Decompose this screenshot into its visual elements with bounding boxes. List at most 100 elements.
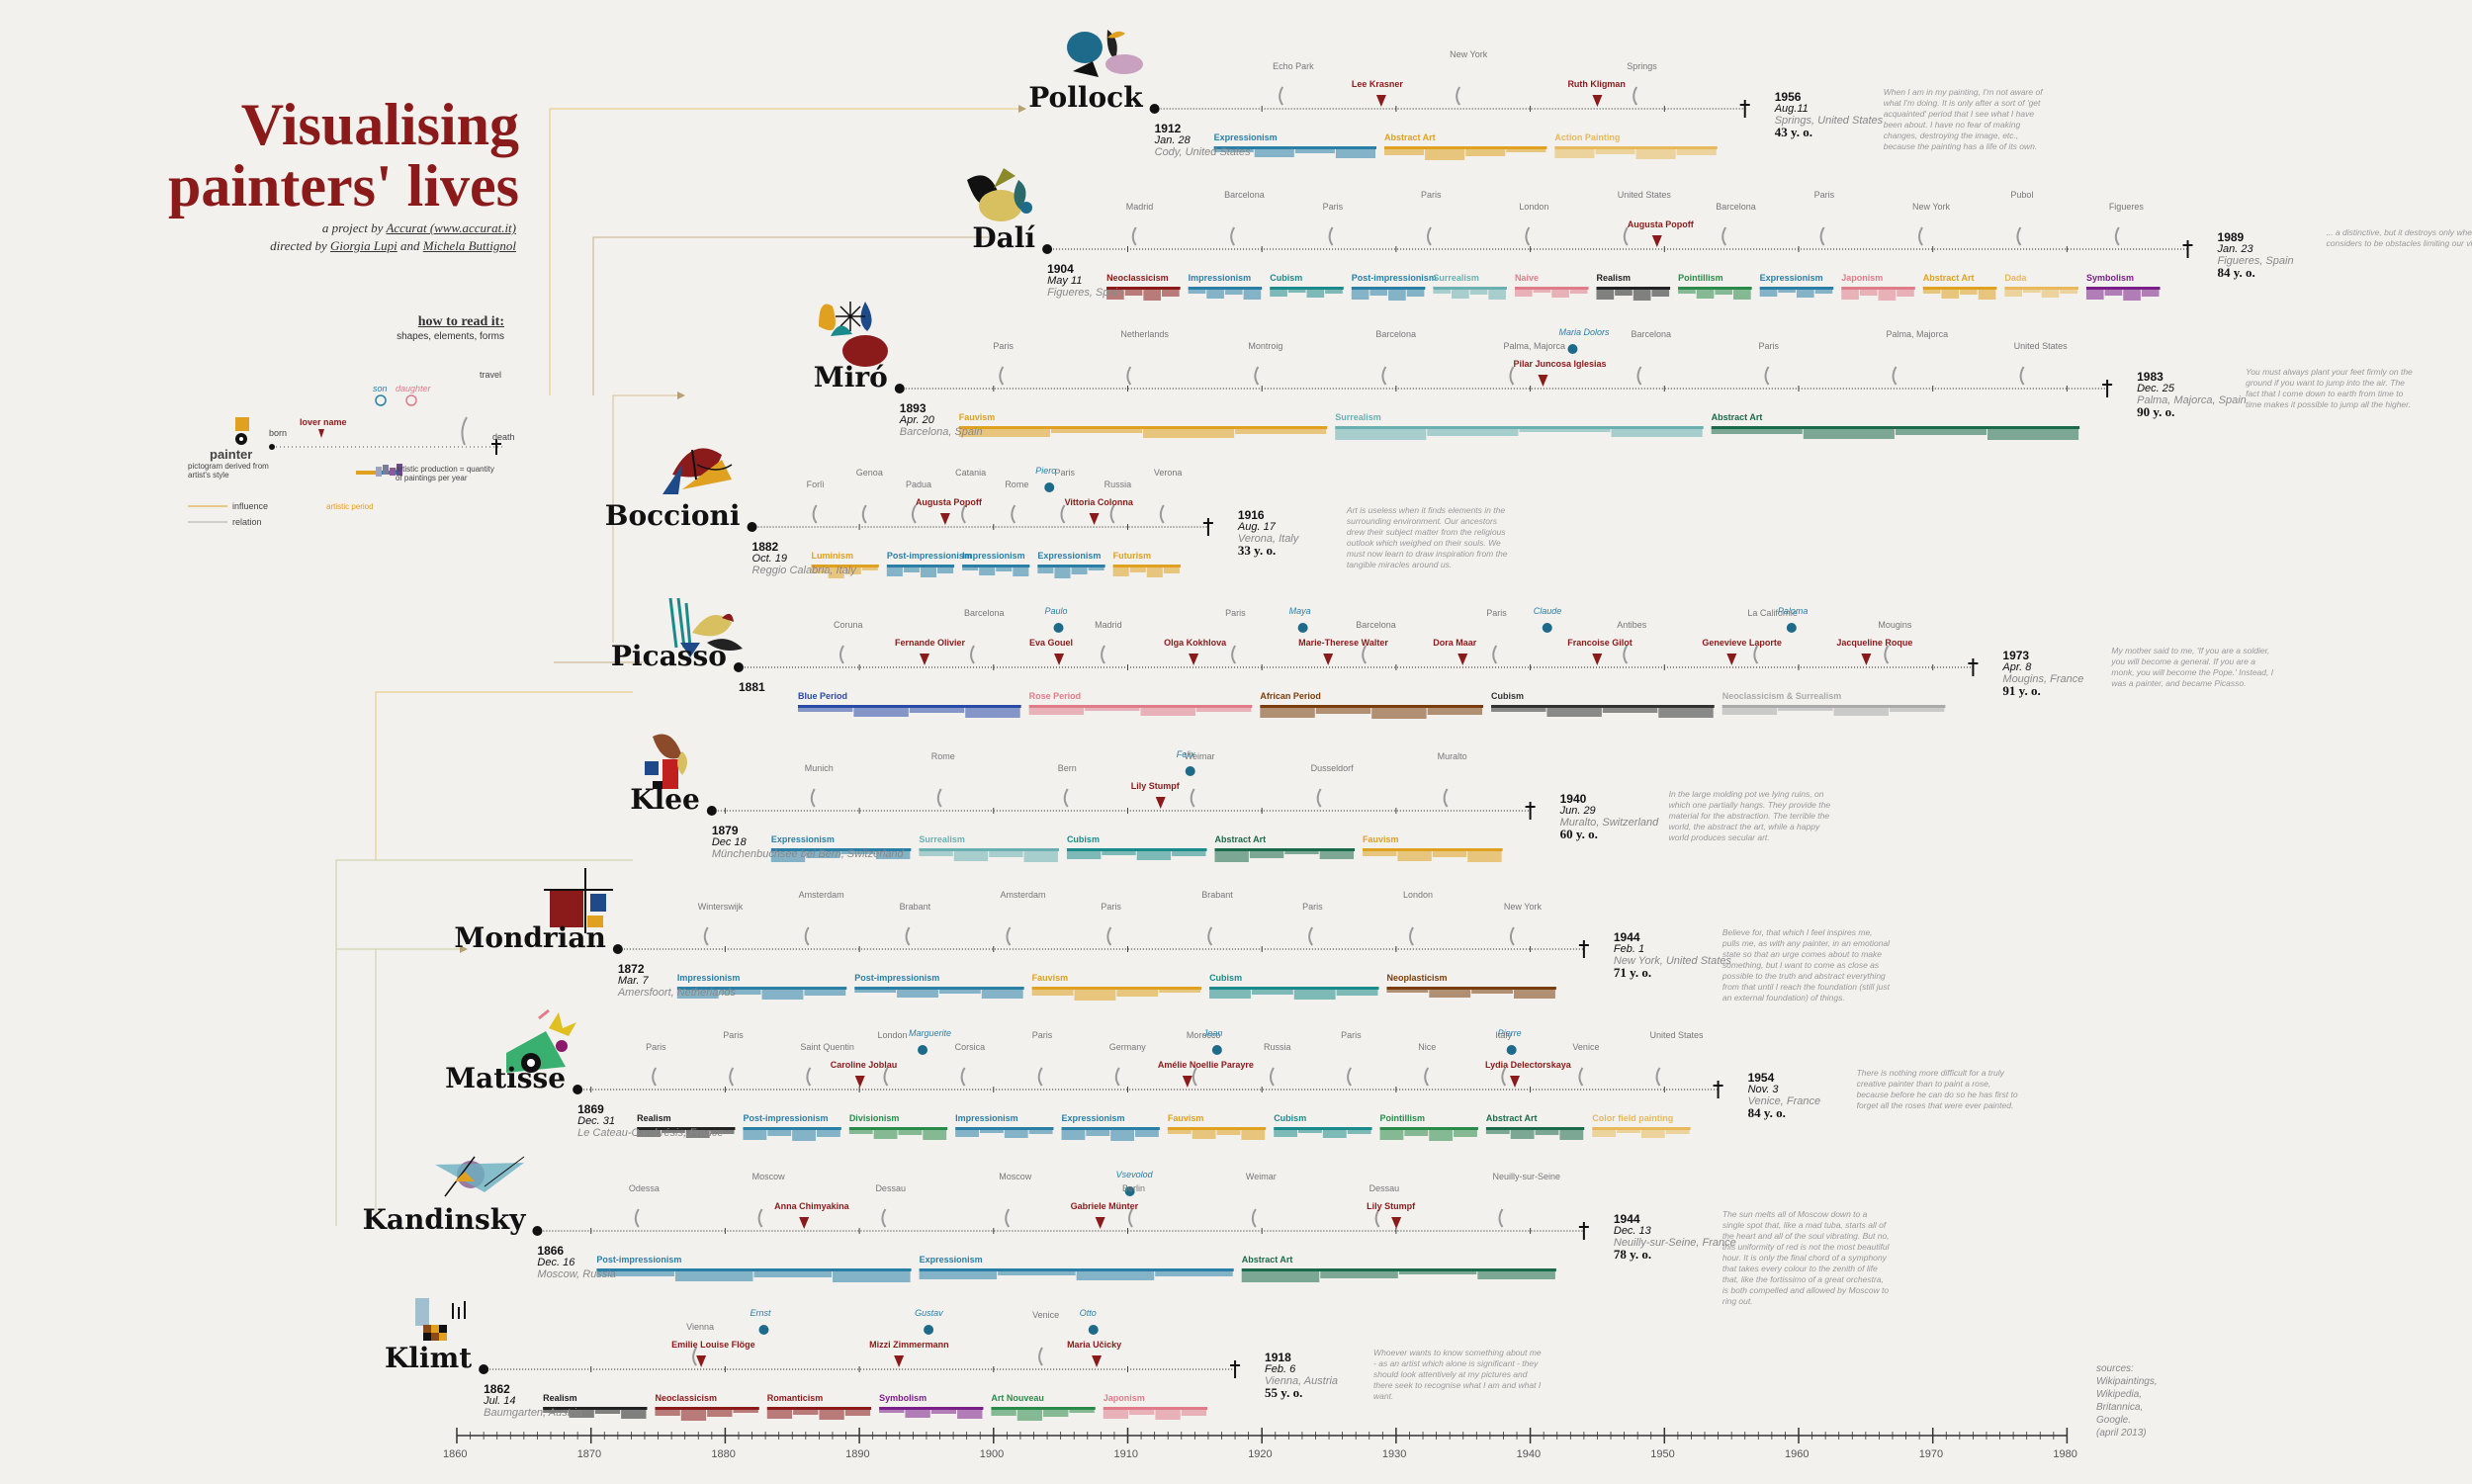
legend-travel: travel bbox=[480, 370, 502, 380]
klee-period-bar bbox=[919, 848, 1059, 851]
child-marker-icon bbox=[1542, 623, 1552, 633]
miro-birth-info: 1893 Apr. 20 Barcelona, Spain bbox=[900, 402, 983, 438]
matisse-period-label: Color field painting bbox=[1592, 1113, 1674, 1123]
klee-period: Fauvism bbox=[1363, 834, 1399, 844]
travel-icon bbox=[1192, 1067, 1197, 1087]
matisse-birth-place: Le Cateau-Cambrésis, France bbox=[577, 1127, 724, 1139]
klee-death-year: 1940 bbox=[1559, 792, 1587, 806]
matisse-city: Italy bbox=[1495, 1030, 1512, 1040]
picasso-relation-label: Olga Kokhlova bbox=[1164, 638, 1227, 648]
klimt-child-label: Gustav bbox=[915, 1308, 943, 1318]
pollock-period-bar bbox=[1554, 146, 1718, 149]
legend-relation: relation bbox=[232, 517, 262, 527]
dali-period-label: Abstract Art bbox=[1922, 273, 1975, 283]
travel-icon bbox=[1005, 1208, 1011, 1228]
dali-birth-place: Figueres, Spain bbox=[1047, 287, 1124, 299]
travel-icon bbox=[1578, 1067, 1584, 1087]
boccioni-birth-place: Reggio Calabria, Italy bbox=[751, 565, 856, 576]
kandinsky-period: Expressionism bbox=[920, 1255, 983, 1265]
giorgia-lupi-link[interactable]: Giorgia Lupi bbox=[329, 238, 397, 253]
matisse-city: Nice bbox=[1418, 1042, 1436, 1052]
matisse-period-bar bbox=[1485, 1127, 1585, 1130]
matisse-city-label: Germany bbox=[1108, 1042, 1146, 1052]
matisse-death-year: 1954 bbox=[1747, 1071, 1775, 1085]
picasso-death-cross bbox=[1968, 658, 1979, 676]
travel-icon bbox=[1231, 645, 1237, 664]
mondrian-city-label: Paris bbox=[1101, 902, 1121, 912]
mondrian-period-bar bbox=[1031, 987, 1202, 990]
klimt-child: Gustav bbox=[915, 1308, 943, 1318]
picasso-child-label: Paloma bbox=[1777, 606, 1809, 616]
kandinsky-city: Berlin bbox=[1122, 1183, 1145, 1193]
accurat-link[interactable]: Accurat (www.accurat.it) bbox=[386, 220, 516, 235]
dali-period-bar bbox=[2085, 287, 2161, 290]
picasso-child-label: Maya bbox=[1288, 606, 1311, 616]
pollock-death-place: Springs, United States bbox=[1774, 115, 1884, 127]
miro-city: Palma, Majorca bbox=[1503, 341, 1565, 351]
travel-icon bbox=[1109, 504, 1115, 524]
axis-year-label: 1900 bbox=[979, 1448, 1005, 1460]
travel-icon bbox=[812, 504, 818, 524]
michela-buttignol-link[interactable]: Michela Buttignol bbox=[422, 238, 516, 253]
klee-death-place: Muralto, Switzerland bbox=[1559, 817, 1659, 829]
dali-period: Pointillism bbox=[1678, 273, 1723, 283]
miro-city: Paris bbox=[993, 341, 1014, 351]
matisse-city: United States bbox=[1650, 1030, 1704, 1040]
lover-marker-icon bbox=[799, 1217, 810, 1229]
dali-city-label: Figueres bbox=[2108, 202, 2144, 212]
miro-birth-date: Apr. 20 bbox=[899, 414, 934, 426]
picasso-period-bar bbox=[1260, 705, 1484, 708]
travel-icon bbox=[806, 1067, 812, 1087]
klimt-period: Symbolism bbox=[879, 1393, 927, 1403]
travel-icon bbox=[1159, 504, 1165, 524]
klee-period-label: Abstract Art bbox=[1214, 834, 1267, 844]
axis-year-label: 1890 bbox=[845, 1448, 870, 1460]
travel-icon bbox=[960, 1067, 966, 1087]
mondrian-birth-year: 1872 bbox=[617, 962, 645, 976]
pollock-name: Pollock bbox=[1028, 81, 1142, 114]
matisse-pictogram bbox=[506, 1008, 576, 1073]
miro-age: 90 y. o. bbox=[2137, 404, 2175, 419]
kandinsky-relation-label: Anna Chimyakina bbox=[774, 1201, 849, 1211]
child-marker-icon bbox=[1053, 623, 1064, 633]
miro-death-date: Dec. 25 bbox=[2137, 383, 2175, 394]
matisse-relation-label: Amélie Noellie Parayre bbox=[1157, 1060, 1254, 1070]
dali-city-label: Barcelona bbox=[1716, 202, 1756, 212]
travel-icon bbox=[1764, 366, 1770, 386]
klee-death-cross bbox=[1525, 802, 1536, 820]
boccioni-city: Genoa bbox=[856, 468, 883, 478]
picasso-name-text: Picasso bbox=[610, 640, 727, 672]
matisse-period-bar bbox=[1061, 1127, 1160, 1130]
klimt-period: Realism bbox=[543, 1393, 577, 1403]
matisse-period-label: Expressionism bbox=[1061, 1113, 1125, 1123]
klee-period-bar bbox=[1214, 848, 1356, 851]
lover-marker-icon bbox=[1861, 654, 1872, 665]
mondrian-period-label: Neoplasticism bbox=[1386, 973, 1448, 983]
travel-icon bbox=[1207, 926, 1213, 946]
matisse-city: Venice bbox=[1572, 1042, 1599, 1052]
lover-marker-icon bbox=[1054, 654, 1065, 665]
matisse-city: Russia bbox=[1264, 1042, 1291, 1052]
picasso-child: Claude bbox=[1534, 606, 1562, 616]
legend-artistic-period: artistic period bbox=[326, 502, 374, 511]
dali-period-label: Japonism bbox=[1841, 273, 1884, 283]
boccioni-city-label: Forlì bbox=[806, 480, 825, 489]
lover-marker-icon bbox=[1391, 1217, 1402, 1229]
axis-year-label: 1910 bbox=[1113, 1448, 1138, 1460]
child-marker-icon bbox=[1044, 482, 1055, 492]
matisse-period-label: Impressionism bbox=[955, 1113, 1018, 1123]
klee-death-date: Jun. 29 bbox=[1559, 805, 1596, 817]
picasso-city-label: Paris bbox=[1486, 608, 1507, 618]
dali-period-bar bbox=[1188, 287, 1263, 290]
klee-period-bar bbox=[1066, 848, 1207, 851]
matisse-birth-dot bbox=[573, 1085, 583, 1094]
picasso-city: Madrid bbox=[1095, 620, 1122, 630]
dali-city: Paris bbox=[1814, 190, 1835, 200]
matisse-city-label: Russia bbox=[1264, 1042, 1291, 1052]
kandinsky-period-bar bbox=[919, 1268, 1234, 1271]
picasso-relation-label: Marie-Therese Walter bbox=[1298, 638, 1388, 648]
klimt-quote-text: Whoever wants to know something about me… bbox=[1373, 1348, 1542, 1401]
travel-icon bbox=[1525, 226, 1531, 246]
dali-period-label: Realism bbox=[1596, 273, 1632, 283]
boccioni-period-bar bbox=[886, 565, 955, 567]
